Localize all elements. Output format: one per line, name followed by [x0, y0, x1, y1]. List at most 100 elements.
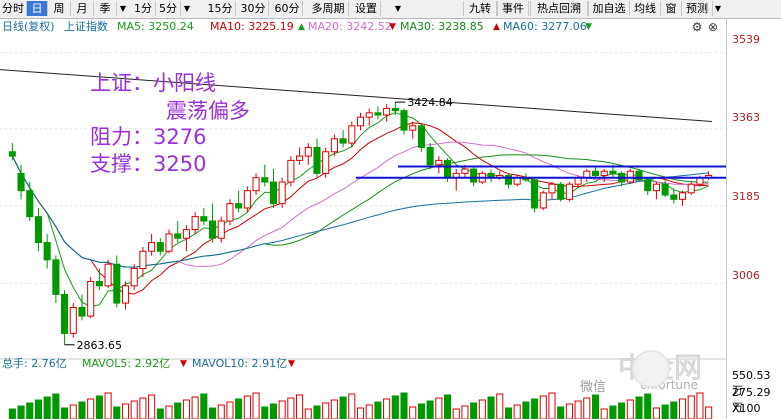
volume-scale-top: 550.53万: [732, 369, 771, 397]
volume-bar: [208, 407, 217, 419]
candle-body: [678, 192, 687, 200]
candle-body: [365, 112, 373, 118]
toolbar-left-button-1[interactable]: 日: [27, 1, 48, 16]
volume-bar: [34, 399, 43, 419]
candle-body: [504, 175, 513, 185]
toolbar-left-button-3[interactable]: 月: [71, 1, 94, 16]
toolbar-left-button-11[interactable]: 设置: [352, 1, 381, 16]
note-line-4: 支撑：3250: [90, 152, 206, 176]
candle-body: [252, 177, 260, 192]
volume-bar: [148, 394, 156, 419]
candle-body: [470, 168, 478, 183]
candle-body: [148, 242, 156, 252]
volume-bar: [661, 404, 669, 419]
candle-body: [165, 233, 173, 252]
candle-body: [261, 177, 269, 183]
note-candle-type: 小阳线: [153, 71, 216, 95]
toolbar-left-button-5[interactable]: 1分: [131, 1, 156, 16]
minute-dropdown-icon[interactable]: ▼: [183, 4, 191, 13]
volume-bar: [626, 399, 634, 419]
candle-body: [348, 125, 356, 144]
volume-bar: [278, 400, 286, 419]
candle-body: [435, 159, 443, 166]
volume-bar: [95, 395, 103, 419]
volume-bar: [409, 406, 417, 419]
volume-bar: [522, 401, 530, 419]
volume-bar: [61, 407, 69, 419]
candle-body: [409, 125, 417, 131]
logo-icon: [632, 350, 670, 388]
settings-dropdown-icon[interactable]: ▼: [394, 4, 402, 13]
volume-bar: [531, 398, 539, 419]
settings-gear-icon[interactable]: ⚙: [691, 20, 703, 34]
toolbar-left-button-7[interactable]: 15分: [205, 1, 236, 16]
candle-body: [226, 203, 234, 222]
volume-bar: [261, 406, 269, 419]
candle-body: [322, 151, 330, 174]
volume-bar: [313, 405, 321, 419]
volume-bar: [687, 395, 695, 419]
toolbar-right-button-0[interactable]: 九转: [463, 1, 497, 16]
candle-body: [287, 159, 295, 183]
volume-bar: [452, 408, 460, 419]
volume-bar: [435, 397, 443, 419]
volume-scale-mid: 275.29万: [732, 386, 771, 414]
toolbar-left-button-0[interactable]: 分时: [0, 1, 27, 16]
toolbar-left-button-2[interactable]: 周: [48, 1, 71, 16]
volume-bar: [374, 401, 382, 419]
candle-body: [565, 183, 573, 200]
note-line-2: 震荡偏多: [166, 99, 250, 123]
volume-bar: [400, 392, 408, 419]
volume-bar: [487, 396, 495, 419]
candle-body: [531, 179, 539, 209]
volume-bar: [513, 404, 521, 419]
candle-body: [278, 181, 286, 205]
volume-bar: [322, 402, 330, 419]
toolbar-right-button-4[interactable]: 均线: [629, 1, 661, 16]
volume-bar: [539, 395, 547, 419]
toolbar-left-button-6[interactable]: 5分: [156, 1, 181, 16]
candle-body: [426, 146, 434, 166]
candle-body: [391, 108, 399, 112]
candle-body: [43, 242, 51, 261]
candle-body: [208, 220, 217, 239]
toolbar-right-button-1[interactable]: 事件: [497, 1, 529, 16]
volume-bar: [217, 404, 225, 419]
toolbar-right-button-6[interactable]: 预测: [681, 1, 713, 16]
toolbar-left-button-8[interactable]: 30分: [238, 1, 269, 16]
toolbar-left-button-4[interactable]: 季: [94, 1, 117, 16]
toolbar-right-button-3[interactable]: 加自选: [588, 1, 630, 16]
note-line-1: 上证：小阳线: [90, 71, 216, 95]
candle-body: [217, 220, 225, 239]
volume-bar: [113, 406, 121, 419]
candlestick-chart[interactable]: 3424.84 2863.65: [0, 19, 726, 419]
candle-body: [78, 306, 86, 317]
toolbar-left-button-10[interactable]: 多周期: [308, 1, 349, 16]
candle-body: [443, 159, 452, 179]
candle-body: [670, 194, 678, 200]
candle-body: [383, 108, 391, 116]
candle-body: [69, 306, 77, 334]
note-index-label: 上证：: [90, 71, 153, 95]
candle-body: [687, 183, 695, 194]
volume-bar: [200, 393, 208, 419]
volume-bar: [296, 394, 304, 419]
toolbar-right-button-5[interactable]: 窗: [660, 1, 682, 16]
volume-bar: [165, 405, 173, 419]
close-icon[interactable]: ⊗: [707, 20, 719, 34]
predict-dropdown-icon[interactable]: ▼: [714, 4, 722, 13]
volume-bar: [618, 402, 626, 419]
volume-bar: [461, 405, 469, 419]
peak-label: 3424.84: [407, 96, 453, 109]
period-dropdown-icon[interactable]: ▼: [119, 4, 127, 13]
toolbar-left-button-9[interactable]: 60分: [272, 1, 303, 16]
volume-bar: [52, 393, 60, 419]
candle-body: [609, 170, 617, 174]
candle-body: [644, 179, 652, 192]
toolbar-right-button-2[interactable]: 热点回溯: [530, 1, 588, 16]
volume-bar: [365, 404, 373, 419]
note-resistance-value: 3276: [153, 125, 207, 149]
candle-body: [52, 259, 60, 295]
ma30-arrow-icon: ▲: [493, 22, 500, 32]
ma30-value: MA30: 3238.85: [400, 20, 484, 33]
